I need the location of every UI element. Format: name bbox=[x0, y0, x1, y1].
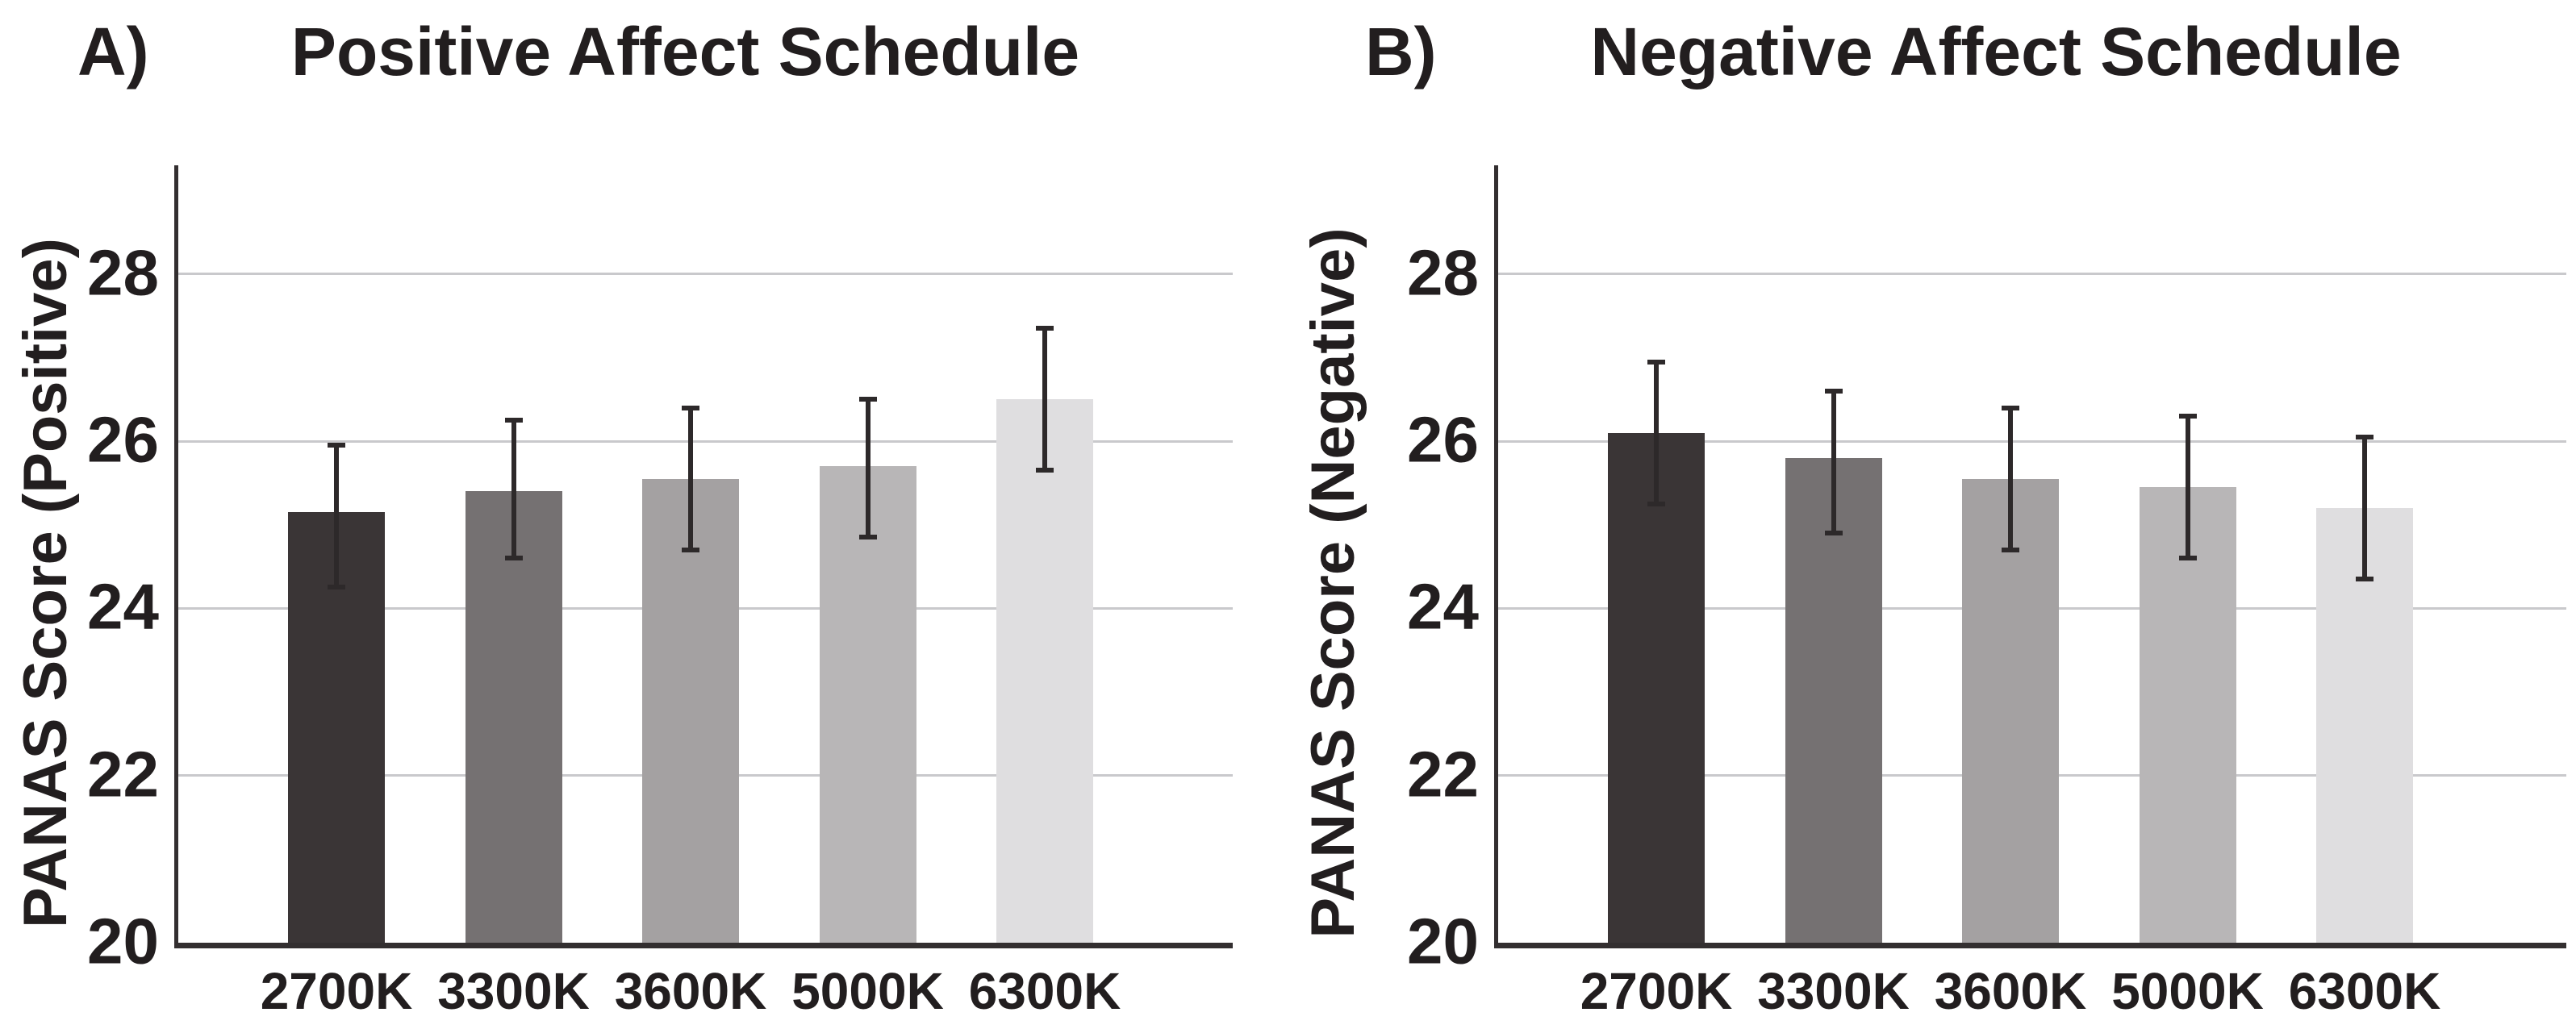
error-bar-5000K bbox=[865, 399, 870, 538]
bar-5000K bbox=[819, 466, 916, 943]
x-tick-label-3600K: 3600K bbox=[614, 962, 767, 1020]
y-tick-label-28: 28 bbox=[87, 236, 159, 309]
y-tick-label-20: 20 bbox=[87, 905, 159, 977]
error-cap-top-2700K bbox=[328, 443, 345, 448]
x-tick-label-5000K: 5000K bbox=[2111, 962, 2264, 1020]
bar-3600K bbox=[642, 478, 739, 943]
error-cap-bottom-6300K bbox=[1036, 468, 1054, 473]
error-cap-bottom-3600K bbox=[682, 547, 699, 552]
error-cap-top-5000K bbox=[2178, 413, 2197, 419]
error-bar-6300K bbox=[1042, 328, 1047, 471]
bar-3300K bbox=[1785, 457, 1882, 943]
x-tick-label-3300K: 3300K bbox=[1757, 962, 1910, 1020]
error-cap-bottom-6300K bbox=[2356, 577, 2374, 582]
error-bar-6300K bbox=[2362, 436, 2367, 580]
error-bar-3300K bbox=[1831, 390, 1836, 534]
y-tick-label-24: 24 bbox=[87, 570, 159, 643]
x-tick-label-6300K: 6300K bbox=[2288, 962, 2441, 1020]
chart-title-negative: Negative Affect Schedule bbox=[1590, 14, 2402, 90]
y-tick-label-22: 22 bbox=[87, 738, 159, 810]
x-tick-label-3300K: 3300K bbox=[437, 962, 590, 1020]
error-cap-top-3600K bbox=[682, 405, 699, 410]
error-cap-bottom-3300K bbox=[1824, 531, 1843, 536]
x-tick-label-5000K: 5000K bbox=[791, 962, 944, 1020]
gridline-28 bbox=[178, 273, 1233, 276]
y-tick-label-26: 26 bbox=[87, 403, 159, 476]
gridline-26 bbox=[1498, 440, 2566, 443]
gridline-26 bbox=[178, 440, 1233, 443]
bar-2700K bbox=[1608, 432, 1705, 943]
plot-area-negative: 20 22 24 26 28 2700K 3300K 3600K 5000K 6300K bbox=[1407, 165, 2566, 1017]
panel-letter-b: B) bbox=[1365, 14, 1437, 90]
error-cap-top-6300K bbox=[1036, 326, 1054, 331]
error-bar-3600K bbox=[2008, 407, 2013, 550]
error-cap-top-3600K bbox=[2002, 405, 2019, 410]
error-cap-top-5000K bbox=[858, 397, 877, 402]
error-bar-2700K bbox=[1654, 361, 1659, 504]
bar-5000K bbox=[2139, 487, 2236, 943]
panel-positive-affect: A) Positive Affect Schedule PANAS Score … bbox=[11, 14, 1233, 1017]
bar-3300K bbox=[465, 491, 562, 943]
y-tick-label-20: 20 bbox=[1407, 905, 1479, 977]
error-cap-bottom-5000K bbox=[2178, 556, 2197, 561]
panel-letter-a: A) bbox=[77, 14, 149, 90]
x-tick-label-6300K: 6300K bbox=[968, 962, 1121, 1020]
error-cap-top-6300K bbox=[2356, 434, 2374, 440]
bar-3600K bbox=[1962, 478, 2059, 943]
error-cap-bottom-2700K bbox=[1647, 501, 1665, 506]
x-tick-label-2700K: 2700K bbox=[260, 962, 413, 1020]
plot-area-positive: 20 22 24 26 28 2700K 3300K 3600K 5000K 6300K bbox=[87, 165, 1233, 1017]
error-bar-3300K bbox=[511, 420, 516, 559]
error-bar-5000K bbox=[2185, 415, 2190, 559]
y-tick-label-26: 26 bbox=[1407, 403, 1479, 476]
y-tick-label-22: 22 bbox=[1407, 738, 1479, 810]
error-bar-2700K bbox=[334, 445, 339, 588]
gridline-28 bbox=[1498, 273, 2566, 276]
y-tick-label-24: 24 bbox=[1407, 570, 1479, 643]
error-cap-top-3300K bbox=[504, 418, 523, 423]
x-tick-label-2700K: 2700K bbox=[1580, 962, 1733, 1020]
error-cap-top-3300K bbox=[1824, 388, 1843, 394]
error-bar-3600K bbox=[688, 407, 693, 550]
error-cap-bottom-3600K bbox=[2002, 547, 2019, 552]
panel-negative-affect: B) Negative Affect Schedule PANAS Score … bbox=[1288, 0, 2576, 1029]
x-tick-label-3600K: 3600K bbox=[1934, 962, 2087, 1020]
error-cap-bottom-2700K bbox=[328, 585, 345, 590]
error-cap-top-2700K bbox=[1647, 359, 1665, 365]
bar-6300K bbox=[996, 399, 1093, 943]
error-cap-bottom-3300K bbox=[504, 556, 523, 561]
y-tick-label-28: 28 bbox=[1407, 236, 1479, 309]
chart-title-positive: Positive Affect Schedule bbox=[290, 14, 1080, 90]
error-cap-bottom-5000K bbox=[858, 535, 877, 540]
